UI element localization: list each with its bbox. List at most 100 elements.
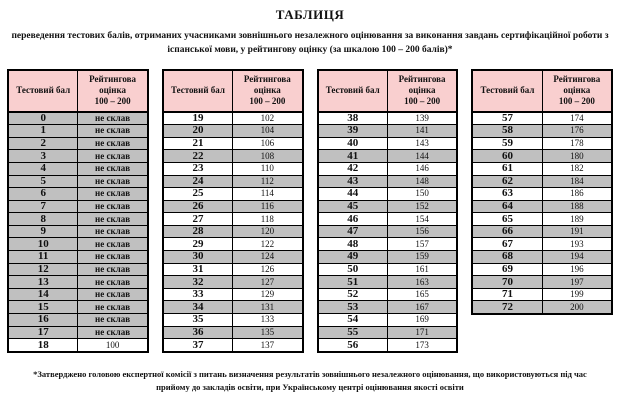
rating-cell: 104 xyxy=(232,124,303,138)
test-score-cell: 13 xyxy=(7,275,79,289)
test-score-cell: 2 xyxy=(7,136,79,151)
rating-cell: 146 xyxy=(386,161,458,176)
rating-cell: не склав xyxy=(77,187,149,201)
rating-header-title: Рейтингова оцінка xyxy=(398,73,446,95)
test-score-header: Тестовий бал xyxy=(317,69,388,113)
rating-cell: не склав xyxy=(77,325,149,340)
rating-cell: 131 xyxy=(232,300,303,315)
test-score-cell: 34 xyxy=(162,300,234,315)
table-row: 24 112 xyxy=(162,174,303,189)
test-score-cell: 56 xyxy=(317,338,388,353)
rating-cell: 114 xyxy=(232,187,303,201)
rating-cell: 169 xyxy=(386,313,458,327)
rating-cell: 139 xyxy=(386,111,458,126)
rating-cell: 144 xyxy=(386,149,458,163)
rating-cell: 154 xyxy=(386,212,458,226)
rating-cell: 156 xyxy=(386,224,458,239)
test-score-cell: 3 xyxy=(7,149,79,163)
rating-cell: не склав xyxy=(77,275,149,289)
test-score-cell: 63 xyxy=(471,187,543,201)
test-score-cell: 35 xyxy=(162,313,234,327)
table-row: 43 148 xyxy=(317,174,458,189)
test-score-cell: 33 xyxy=(162,287,234,302)
table-row: 44 150 xyxy=(317,187,458,201)
rating-cell: не склав xyxy=(77,212,149,226)
rating-cell: 200 xyxy=(541,300,613,315)
test-score-cell: 16 xyxy=(7,313,79,327)
test-score-cell: 4 xyxy=(7,161,79,176)
test-score-cell: 69 xyxy=(471,262,543,277)
test-score-cell: 48 xyxy=(317,237,388,252)
conversion-table-2: Тестовий бал Рейтингова оцінка 100 – 200 19… xyxy=(161,68,304,353)
test-score-cell: 11 xyxy=(7,250,79,264)
test-score-cell: 62 xyxy=(471,174,543,189)
table-row: 22 108 xyxy=(162,149,303,163)
rating-cell: 182 xyxy=(541,161,613,176)
table-row: 70 197 xyxy=(471,275,613,289)
test-score-cell: 66 xyxy=(471,224,543,239)
table-row: 62 184 xyxy=(471,174,613,189)
test-score-cell: 65 xyxy=(471,212,543,226)
rating-cell: 137 xyxy=(232,338,303,353)
rating-cell: 163 xyxy=(386,275,458,289)
rating-cell: 178 xyxy=(541,136,613,151)
test-score-cell: 46 xyxy=(317,212,388,226)
test-score-cell: 6 xyxy=(7,187,79,201)
test-score-cell: 37 xyxy=(162,338,234,353)
rating-cell: не склав xyxy=(77,124,149,138)
test-score-header: Тестовий бал xyxy=(162,69,234,113)
table-row: 2 не склав xyxy=(7,136,149,151)
test-score-cell: 12 xyxy=(7,262,79,277)
test-score-cell: 15 xyxy=(7,300,79,315)
table-row: 30 124 xyxy=(162,250,303,264)
table-row: 5 не склав xyxy=(7,174,149,189)
table-row: 37 137 xyxy=(162,338,303,353)
test-score-cell: 0 xyxy=(7,111,79,126)
rating-header: Рейтингова оцінка 100 – 200 xyxy=(541,69,613,113)
rating-cell: не склав xyxy=(77,313,149,327)
rating-cell: 135 xyxy=(232,325,303,340)
table-row: 10 не склав xyxy=(7,237,149,252)
rating-cell: 112 xyxy=(232,174,303,189)
test-score-cell: 58 xyxy=(471,124,543,138)
table-row: 4 не склав xyxy=(7,161,149,176)
rating-cell: 126 xyxy=(232,262,303,277)
table-row: 13 не склав xyxy=(7,275,149,289)
table-row: 60 180 xyxy=(471,149,613,163)
header-row: Тестовий бал Рейтингова оцінка 100 – 200 xyxy=(162,69,303,113)
rating-cell: не склав xyxy=(77,199,149,214)
table-row: 58 176 xyxy=(471,124,613,138)
rating-cell: 129 xyxy=(232,287,303,302)
table-row: 6 не склав xyxy=(7,187,149,201)
rating-cell: 173 xyxy=(386,338,458,353)
test-score-cell: 53 xyxy=(317,300,388,315)
rating-cell: 127 xyxy=(232,275,303,289)
test-score-cell: 27 xyxy=(162,212,234,226)
rating-cell: 124 xyxy=(232,250,303,264)
rating-cell: 143 xyxy=(386,136,458,151)
rating-cell: 157 xyxy=(386,237,458,252)
test-score-cell: 39 xyxy=(317,124,388,138)
test-score-cell: 18 xyxy=(7,338,79,353)
table-row: 49 159 xyxy=(317,250,458,264)
test-score-cell: 70 xyxy=(471,275,543,289)
test-score-cell: 50 xyxy=(317,262,388,277)
rating-cell: не склав xyxy=(77,111,149,126)
table-row: 18 100 xyxy=(7,338,149,353)
rating-cell: 102 xyxy=(232,111,303,126)
table-row: 26 116 xyxy=(162,199,303,214)
test-score-cell: 19 xyxy=(162,111,234,126)
table-row: 67 193 xyxy=(471,237,613,252)
table-row: 69 196 xyxy=(471,262,613,277)
rating-header: Рейтингова оцінка 100 – 200 xyxy=(77,69,149,113)
table-row: 23 110 xyxy=(162,161,303,176)
table-row: 72 200 xyxy=(471,300,613,315)
rating-cell: 100 xyxy=(77,338,149,353)
table-row: 31 126 xyxy=(162,262,303,277)
rating-cell: не склав xyxy=(77,149,149,163)
rating-header-range: 100 – 200 xyxy=(249,96,286,107)
table-row: 51 163 xyxy=(317,275,458,289)
test-score-cell: 72 xyxy=(471,300,543,315)
table-row: 57 174 xyxy=(471,111,613,126)
test-score-cell: 7 xyxy=(7,199,79,214)
